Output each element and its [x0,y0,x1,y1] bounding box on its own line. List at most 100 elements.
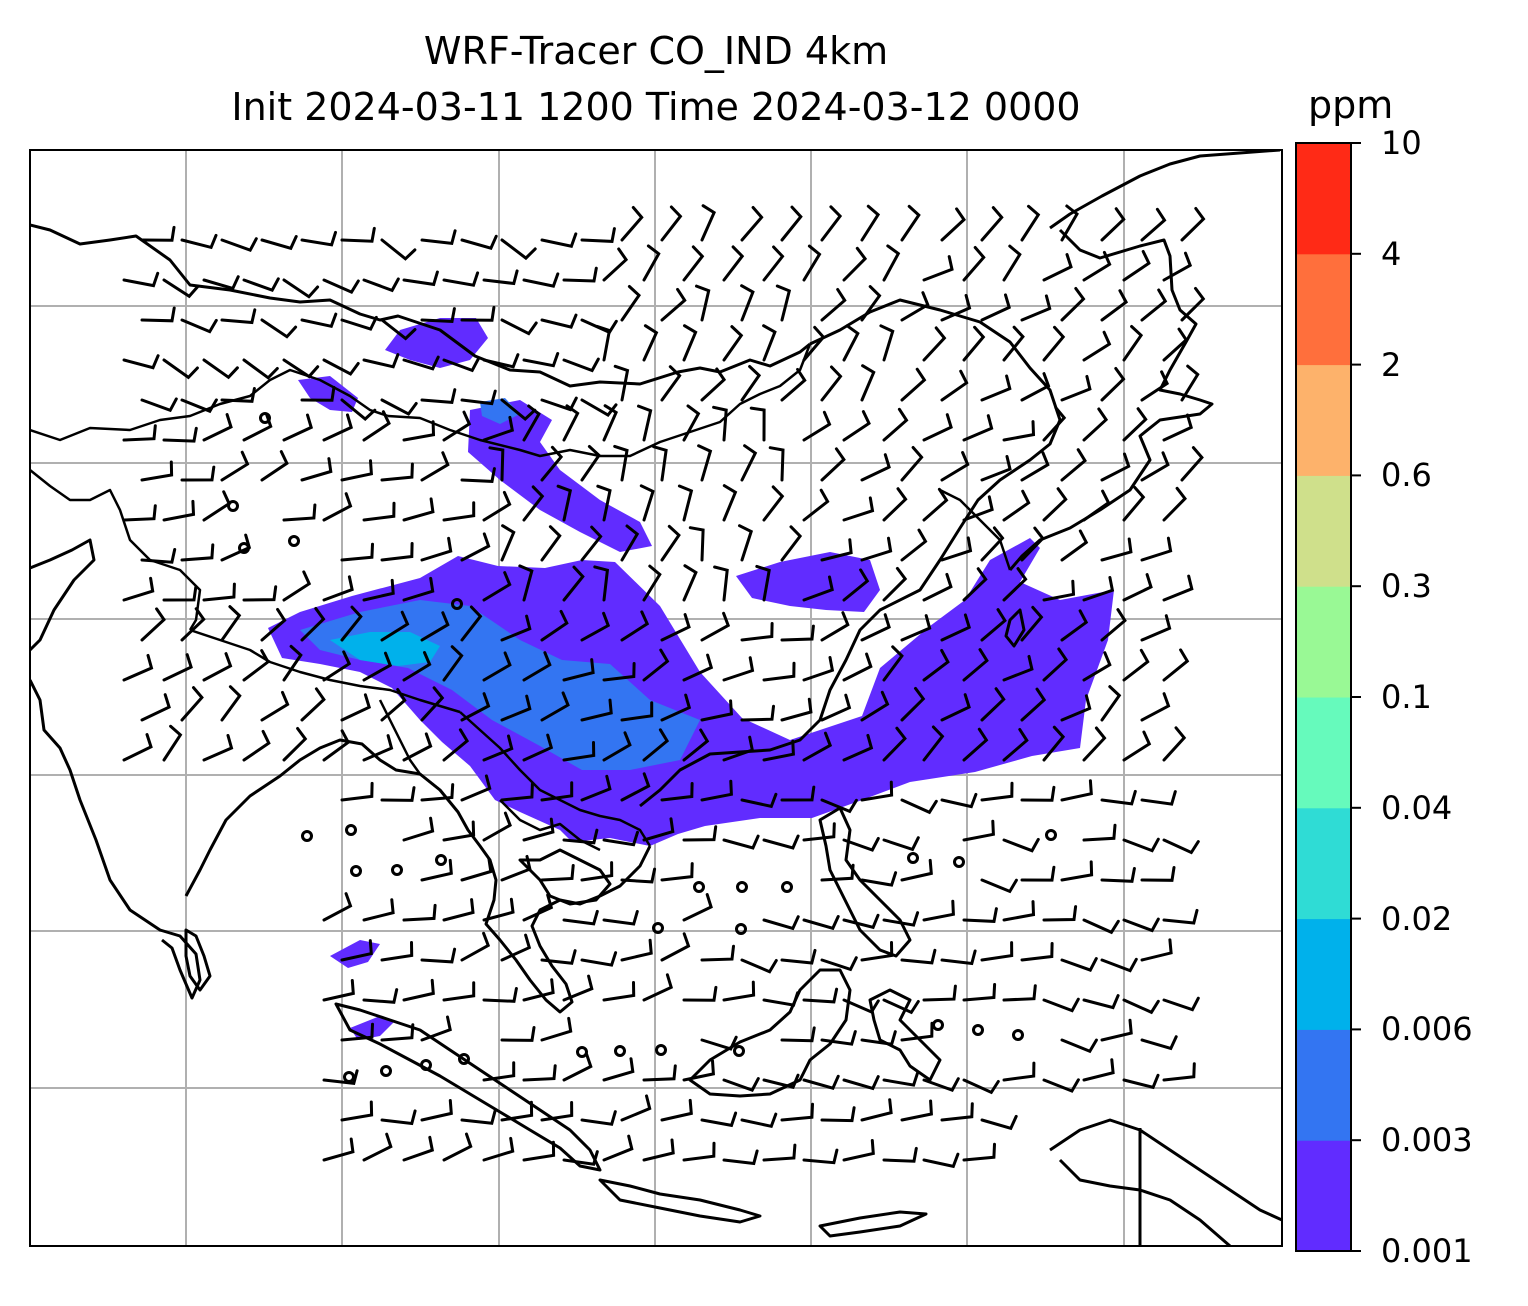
map-panel [30,150,1282,1246]
wind-barb [620,524,640,562]
wind-barb [180,398,218,414]
wind-barb [260,450,289,482]
wind-barb [562,974,594,1002]
wind-barb [322,979,355,1002]
wind-barb [482,269,519,286]
wind-barb [1020,942,1054,962]
wind-barb [522,978,555,1002]
wind-barb [180,318,218,334]
wind-barb [652,445,668,482]
wind-barb [140,397,178,413]
wind-barb [762,991,800,1007]
wind-barb [1060,374,1092,402]
wind-barb [202,652,233,682]
wind-barb [882,645,904,682]
wind-barb [642,817,675,842]
wind-barb [420,858,453,882]
wind-barb [900,686,926,722]
wind-barb [1020,372,1051,402]
wind-barb [842,913,880,930]
wind-barb [402,903,437,922]
wind-barb [940,294,972,322]
colorbar-tick-label: 0.006 [1381,1010,1473,1049]
colorbar-tick-label: 10 [1381,124,1422,162]
wind-barb [162,653,193,682]
colorbar-segment [1296,918,1351,1030]
wind-barb [602,404,618,442]
wind-barb [162,426,198,443]
wind-barb [442,357,480,373]
wind-barb [620,1094,652,1122]
wind-barb [722,245,745,282]
wind-barb [460,234,498,250]
wind-barb [362,651,393,682]
wind-barb [322,575,354,602]
wind-barb [820,611,850,642]
wind-barb [700,779,733,802]
colorbar-segment [1296,364,1351,476]
wind-barb [660,782,694,802]
wind-barb [1002,325,1025,362]
wind-barb [420,1015,452,1042]
wind-barb [1122,250,1151,282]
wind-barb [860,690,890,722]
wind-barb [860,536,893,562]
wind-barb [340,693,372,722]
wind-barb [1060,529,1089,562]
wind-barb [140,548,177,564]
wind-barb [1020,865,1056,882]
wind-barb [802,656,835,682]
wind-barb [922,899,955,922]
wind-barb [762,661,796,682]
coast-java [598,1178,762,1224]
wind-barb [762,1073,800,1089]
wind-barb [922,1152,960,1169]
wind-barb [220,237,258,253]
co-plume-north [385,318,488,368]
wind-barb [620,938,653,962]
wind-barb [900,858,933,882]
wind-barb [402,816,435,842]
wind-barb [340,398,377,421]
wind-barb [595,324,612,362]
wind-barb [780,1102,814,1122]
wind-barb [1042,406,1067,442]
title-line-1: WRF-Tracer CO_IND 4km [423,29,889,73]
title-line-2: Init 2024-03-11 1200 Time 2024-03-12 000… [231,85,1081,129]
calm-wind-marker [259,412,271,424]
wind-barb [762,1143,797,1162]
calm-wind-marker [420,1059,432,1071]
wind-barb [682,653,714,682]
wind-barb [322,729,351,762]
wind-barb [140,607,166,642]
coast-korea-japan [1049,150,1281,230]
wind-barb [602,1057,635,1082]
wind-barb [802,244,822,282]
wind-barb [713,565,729,602]
wind-barb [882,487,908,522]
wind-barb [122,733,153,762]
wind-barb [522,733,554,762]
colorbar-tick-label: 0.02 [1381,899,1453,938]
calm-wind-marker [576,1046,588,1058]
wind-barb [1042,325,1066,362]
wind-barb [580,227,616,243]
wind-barb [482,490,512,522]
colorbar-tick-label: 4 [1381,234,1402,273]
wind-barb [282,644,303,682]
wind-barb [1122,917,1160,933]
wind-barb [780,1026,816,1043]
calm-wind-marker [343,1071,355,1083]
wind-barb [842,998,880,1014]
wind-barb [1020,785,1056,802]
wind-barb [642,244,661,282]
wind-barb [820,798,858,814]
wind-barb [522,1064,557,1082]
wind-barb [740,284,755,322]
wind-barb [642,1138,675,1162]
wind-barb [460,389,497,406]
wind-barb [882,407,909,442]
wind-barb [620,772,651,802]
wind-barb [980,941,1014,962]
wind-barb [980,455,1012,482]
